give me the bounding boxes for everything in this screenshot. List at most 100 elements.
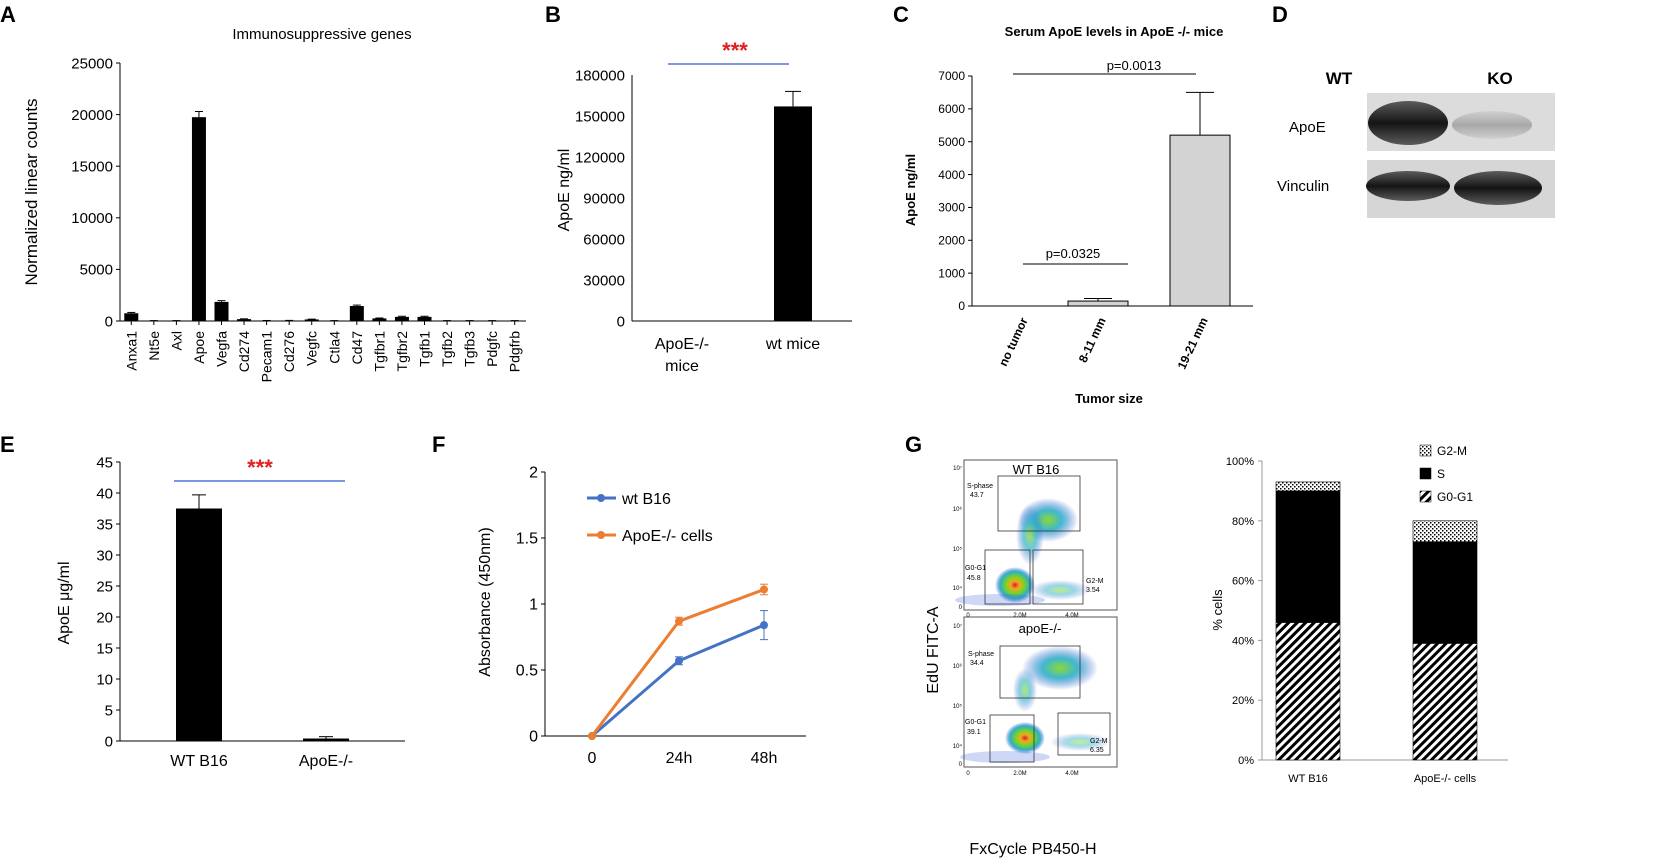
panel-f-point-1-2 [760, 585, 768, 594]
panel-e-significance: *** [247, 455, 273, 480]
flow-bottom-gate-g2m-value: 6.35 [1090, 747, 1104, 754]
panel-e-ytick-7: 35 [96, 516, 113, 533]
panel-c-xlabel: Tumor size [1075, 391, 1143, 406]
panel-a-xtick-tgfbr2: Tgfbr2 [394, 331, 410, 372]
blot-band-apoe-ko [1452, 111, 1532, 139]
panel-e-ytick-4: 20 [96, 609, 113, 626]
panel-f-xtick-1: 24h [666, 750, 693, 767]
flow-bottom-y-tick-4: 10⁴ [953, 743, 963, 750]
flow-gate-top-s [997, 475, 1081, 532]
panel-f-ytick-1: 0.5 [516, 663, 538, 680]
flow-top-gate-g2m-value: 3.54 [1086, 587, 1100, 594]
panel-e-bar-0 [176, 508, 222, 741]
panel-g-legend-swatch-2 [1419, 490, 1432, 503]
panel-e-ytick-6: 30 [96, 547, 113, 564]
panel-g-ylabel: % cells [1210, 589, 1225, 631]
panel-b-ytick-5: 150000 [575, 108, 625, 125]
flow-bottom-x-tick-1: 0 [966, 771, 970, 777]
blot-col-ko: KO [1487, 69, 1513, 88]
panel-c-title: Serum ApoE levels in ApoE -/- mice [1005, 24, 1224, 39]
flow-bottom-x-tick-3: 4.0M [1065, 771, 1078, 777]
panel-a-ytick-0: 0 [105, 313, 113, 330]
panel-c-xtick-0: no tumor [996, 315, 1031, 368]
panel-a-bar-tgfbr1 [372, 318, 387, 321]
panel-g-legend-swatch-0 [1419, 444, 1432, 457]
panel-c-ytick-3: 3000 [938, 201, 965, 215]
panel-c-ytick-5: 5000 [938, 135, 965, 149]
panel-a-bar-tgfb1 [417, 316, 432, 321]
panel-a-xtick-vegfa: Vegfa [214, 331, 230, 367]
panel-a-xtick-anxa1: Anxa1 [123, 331, 139, 371]
panel-c-ytick-2: 2000 [938, 233, 965, 247]
panel-a-ytick-1: 5000 [80, 262, 113, 279]
panel-g-bar-1-g0-g1 [1412, 643, 1478, 761]
panel-b-ytick-3: 90000 [583, 190, 625, 207]
flow-gate-bottom-g2m [1057, 712, 1111, 756]
panel-a-xtick-apoe: Apoe [191, 331, 207, 364]
panel-e-xtick-0: WT B16 [170, 753, 228, 770]
panel-g-bar-1-g2-m [1412, 520, 1478, 543]
panel-a-xtick-axl: Axl [168, 331, 184, 350]
panel-a-ylabel: Normalized linear counts [22, 98, 41, 285]
flow-top-title: WT B16 [1013, 462, 1060, 477]
panel-b-ytick-6: 180000 [575, 67, 625, 84]
panel-c-xtick-1: 8-11 mm [1076, 315, 1109, 364]
panel-a-bar-anxa1 [124, 313, 139, 321]
panel-b-xtick-1: wt mice [765, 336, 820, 353]
panel-f-ytick-3: 1.5 [516, 531, 538, 548]
panel-g-ytick-5: 100% [1226, 456, 1254, 468]
panel-g-bar-0-g2-m [1275, 481, 1341, 492]
flow-top-gate-s-value: 43.7 [970, 492, 984, 499]
panel-letter-e: E [0, 432, 15, 457]
panel-a-xtick-nt5e: Nt5e [146, 331, 162, 361]
panel-a-xtick-cd276: Cd276 [281, 331, 297, 372]
panel-e-ytick-5: 25 [96, 578, 113, 595]
flow-top-y-tick-5: 0 [959, 605, 963, 611]
blot-col-wt: WT [1326, 69, 1353, 88]
flow-gate-top-g2m [1032, 549, 1084, 605]
panel-a-xtick-tgfbr1: Tgfbr1 [371, 331, 387, 372]
panel-g-ytick-3: 60% [1232, 576, 1254, 588]
panel-f-legend-label-1: ApoE-/- cells [622, 528, 713, 545]
panel-e-xtick-1: ApoE-/- [299, 753, 353, 770]
blot-band-apoe-wt [1368, 101, 1448, 145]
panel-f-legend-marker-0 [597, 494, 605, 502]
panel-g-legend-label-2: G0-G1 [1437, 490, 1473, 504]
flow-top-y-tick-3: 10⁵ [953, 546, 963, 553]
panel-g-xtick-0: WT B16 [1288, 773, 1328, 785]
flow-y-axis-label: EdU FITC-A [925, 606, 942, 693]
flow-bottom-x-tick-2: 2.0M [1013, 771, 1026, 777]
panel-a-bar-chart: Immunosuppressive genes Normalized linea… [22, 26, 526, 382]
flow-plot-bottom-density [960, 646, 1110, 763]
panel-c-pvalue-short: p=0.0325 [1046, 246, 1101, 261]
panel-letter-f: F [432, 432, 445, 457]
flow-top-gate-g0g1-value: 45.8 [967, 575, 981, 582]
panel-g-bar-0-g0-g1 [1275, 622, 1341, 761]
panel-a-ytick-5: 25000 [71, 55, 113, 72]
panel-a-ytick-2: 10000 [71, 210, 113, 227]
panel-a-bar-cd274 [237, 319, 252, 321]
panel-g-xtick-1: ApoE-/- cells [1414, 773, 1477, 785]
panel-g-ytick-0: 0% [1238, 755, 1254, 767]
panel-g-flow-cytometry: EdU FITC-A FxCycle PB450-H WT B16 S-phas… [925, 459, 1118, 858]
panel-f-point-0-1 [675, 656, 683, 665]
flow-gate-top-g0g1 [984, 549, 1031, 605]
panel-a-xtick-vegfc: Vegfc [304, 331, 320, 366]
panel-e-ylabel: ApoE μg/ml [56, 561, 73, 644]
panel-c-ytick-7: 7000 [938, 69, 965, 83]
flow-top-x-tick-1: 0 [966, 613, 970, 619]
flow-gate-bottom-g0g1 [989, 714, 1035, 763]
panel-c-ylabel: ApoE ng/ml [903, 154, 918, 226]
panel-b-significance: *** [722, 38, 748, 63]
panel-e-ytick-0: 0 [105, 733, 113, 750]
panel-b-ytick-1: 30000 [583, 272, 625, 289]
panel-d-western-blot: WT KO ApoE Vinculin [1277, 69, 1555, 218]
panel-e-ytick-3: 15 [96, 640, 113, 657]
panel-e-ytick-2: 10 [96, 671, 113, 688]
panel-g-bar-0-s [1275, 490, 1341, 623]
panel-c-bar-2 [1169, 134, 1231, 307]
panel-c-xtick-2: 19-21 mm [1175, 315, 1211, 371]
panel-g-stacked-bar-chart: % cells 0% 20% 40% 60% 80% 100% WT B16 ApoE-/- … [1210, 444, 1508, 785]
flow-bottom-gate-s-value: 34.4 [970, 660, 984, 667]
